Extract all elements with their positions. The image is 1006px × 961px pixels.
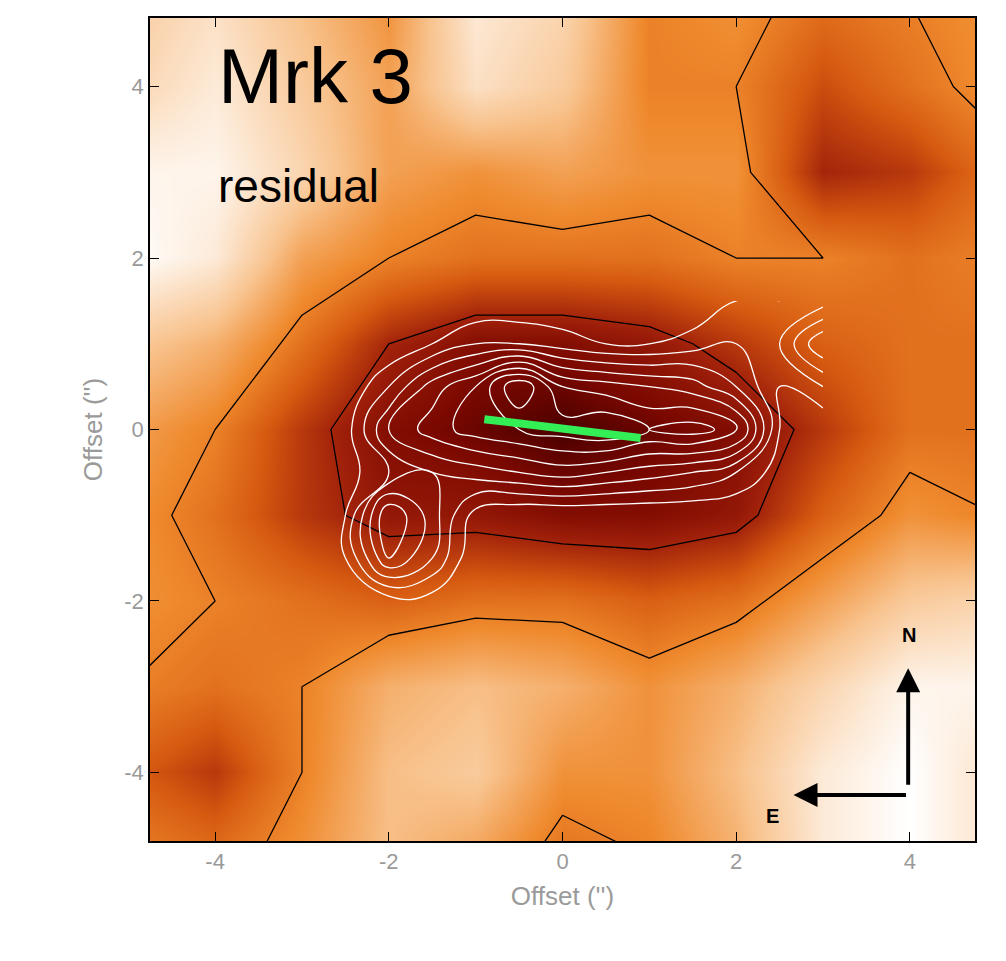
svg-text:4: 4 [132, 74, 144, 99]
svg-text:residual: residual [218, 160, 379, 212]
svg-text:2: 2 [132, 246, 144, 271]
svg-text:2: 2 [730, 849, 742, 874]
svg-text:E: E [766, 805, 779, 827]
svg-text:-2: -2 [124, 589, 144, 614]
svg-text:4: 4 [904, 849, 916, 874]
svg-text:Mrk 3: Mrk 3 [218, 32, 413, 120]
svg-text:-2: -2 [379, 849, 399, 874]
svg-text:N: N [902, 624, 916, 646]
svg-text:0: 0 [556, 849, 568, 874]
svg-text:Offset (''): Offset ('') [511, 881, 614, 911]
svg-text:0: 0 [132, 417, 144, 442]
svg-text:-4: -4 [205, 849, 225, 874]
svg-text:-4: -4 [124, 760, 144, 785]
svg-text:Offset (''): Offset ('') [78, 378, 108, 481]
